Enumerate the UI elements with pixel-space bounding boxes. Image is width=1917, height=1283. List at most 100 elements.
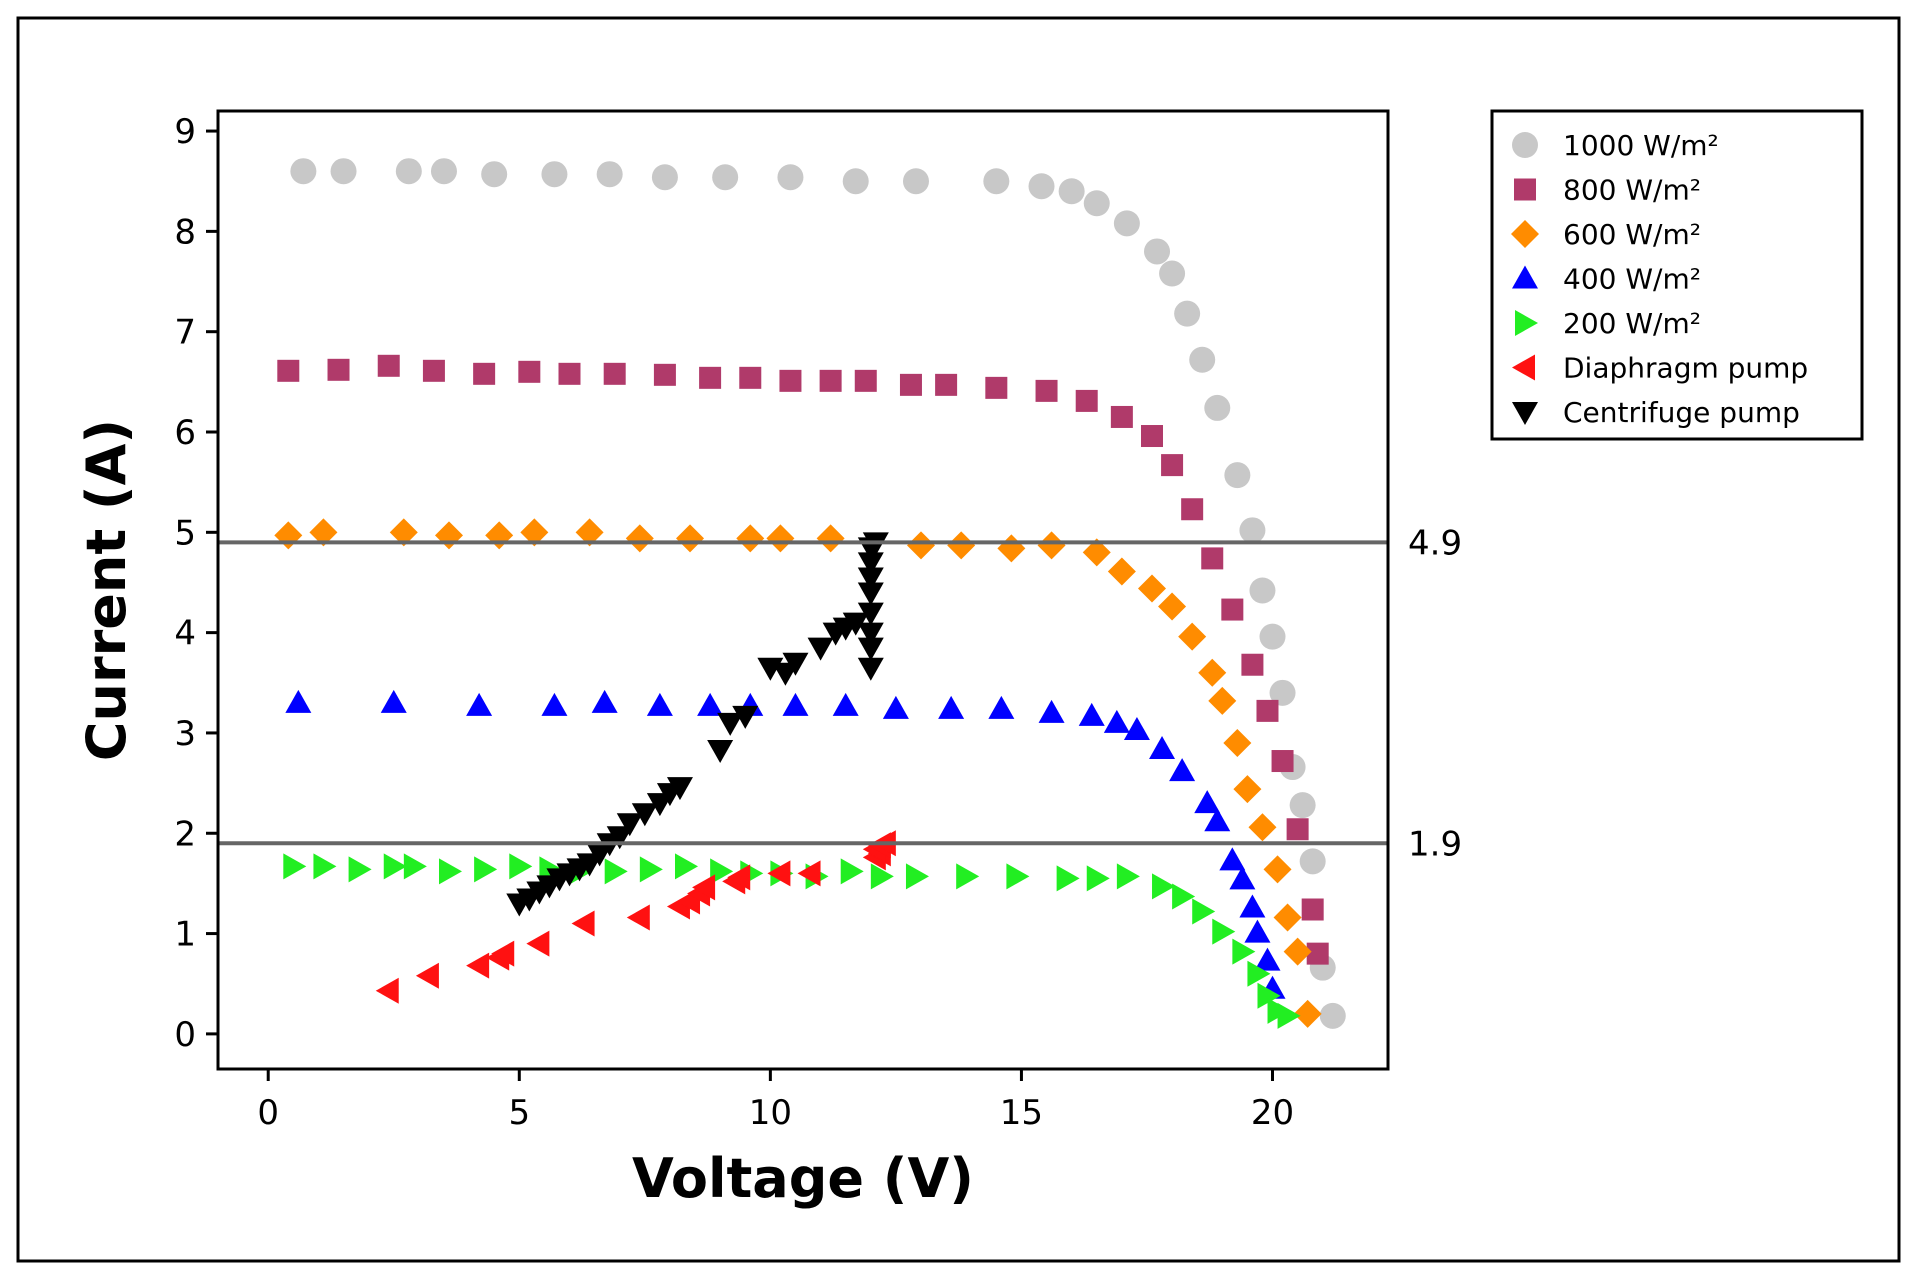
data-point <box>899 373 922 396</box>
data-point <box>1178 622 1207 651</box>
data-point <box>710 858 734 885</box>
data-point <box>1137 574 1166 603</box>
data-point <box>1204 394 1231 421</box>
reference-line-label: 1.9 <box>1408 824 1462 864</box>
data-point <box>348 856 372 883</box>
data-point <box>285 689 312 713</box>
data-point <box>1113 210 1140 237</box>
data-point <box>1181 498 1204 521</box>
data-point <box>732 705 759 729</box>
reference-lines: 4.9 1.9 <box>218 523 1462 864</box>
data-point <box>1075 389 1098 412</box>
legend-item: 600 W/m² <box>1511 218 1701 251</box>
y-tick-label: 7 <box>174 313 196 353</box>
legend-label: 200 W/m² <box>1563 307 1701 340</box>
legend-label: Centrifuge pump <box>1563 396 1800 429</box>
data-point <box>509 853 533 880</box>
data-point <box>1256 699 1279 722</box>
legend-marker <box>1512 402 1538 425</box>
data-point <box>819 369 842 392</box>
data-point <box>1248 813 1277 842</box>
data-point <box>1233 775 1262 804</box>
data-point <box>857 637 884 661</box>
y-tick-label: 8 <box>174 212 196 252</box>
data-markers <box>274 158 1346 1029</box>
y-tick-label: 9 <box>174 112 196 152</box>
legend-label: 400 W/m² <box>1563 263 1701 296</box>
data-point <box>626 904 650 931</box>
data-point <box>983 168 1010 195</box>
data-point <box>767 860 791 887</box>
data-point <box>1144 238 1171 265</box>
data-point <box>777 164 804 191</box>
series-0 <box>290 158 1346 1029</box>
legend-label: 1000 W/m² <box>1563 129 1719 162</box>
data-point <box>907 531 936 560</box>
data-point <box>541 692 568 716</box>
data-point <box>782 652 809 676</box>
data-point <box>1107 557 1136 586</box>
data-point <box>646 692 673 716</box>
legend-label: 800 W/m² <box>1563 174 1701 207</box>
legend-marker <box>1511 220 1539 248</box>
data-point <box>1254 947 1281 971</box>
data-point <box>625 524 654 553</box>
data-point <box>491 940 515 967</box>
x-tick-label: 0 <box>257 1093 279 1133</box>
data-point <box>1221 598 1244 621</box>
data-point <box>666 777 693 801</box>
data-point <box>674 853 698 880</box>
data-point <box>1208 686 1237 715</box>
data-point <box>1123 716 1150 740</box>
data-point <box>1273 903 1302 932</box>
legend-marker <box>1512 354 1535 381</box>
legend-marker <box>1512 265 1538 289</box>
plot-area-frame <box>216 109 1390 1071</box>
series-1 <box>277 354 1329 965</box>
data-point <box>727 864 751 891</box>
data-point <box>1038 699 1065 723</box>
data-point <box>797 860 821 887</box>
data-point <box>1219 847 1246 871</box>
data-point <box>1006 863 1030 890</box>
data-point <box>558 362 581 385</box>
data-point <box>520 518 549 547</box>
data-point <box>1263 855 1292 884</box>
data-point <box>403 853 427 880</box>
data-point <box>1078 702 1105 726</box>
data-point <box>676 524 705 553</box>
data-point <box>1037 531 1066 560</box>
data-point <box>1086 865 1110 892</box>
legend-item: 1000 W/m² <box>1512 129 1719 162</box>
data-point <box>1201 547 1224 570</box>
data-point <box>1035 379 1058 402</box>
data-point <box>1212 918 1236 945</box>
data-point <box>712 164 739 191</box>
data-point <box>1149 735 1176 759</box>
data-point <box>956 863 980 890</box>
legend-marker <box>1512 132 1538 158</box>
data-point <box>1028 173 1055 200</box>
data-point <box>631 803 658 827</box>
data-point <box>377 354 400 377</box>
series-2 <box>274 518 1322 1028</box>
data-point <box>1110 405 1133 428</box>
data-point <box>782 692 809 716</box>
data-point <box>1244 919 1271 943</box>
data-point <box>857 582 884 606</box>
y-tick-label: 2 <box>174 814 196 854</box>
data-point <box>541 161 568 188</box>
data-point <box>1319 1002 1346 1029</box>
data-point <box>639 856 663 883</box>
legend-box <box>1490 109 1864 441</box>
x-tick-label: 10 <box>749 1093 792 1133</box>
data-point <box>717 712 744 736</box>
data-point <box>905 863 929 890</box>
data-point <box>985 376 1008 399</box>
legend-marker <box>1514 178 1536 201</box>
y-axis-title: Current (A) <box>75 419 138 761</box>
data-point <box>807 637 834 661</box>
data-point <box>857 602 884 626</box>
data-point <box>766 524 795 553</box>
data-point <box>1229 866 1256 890</box>
